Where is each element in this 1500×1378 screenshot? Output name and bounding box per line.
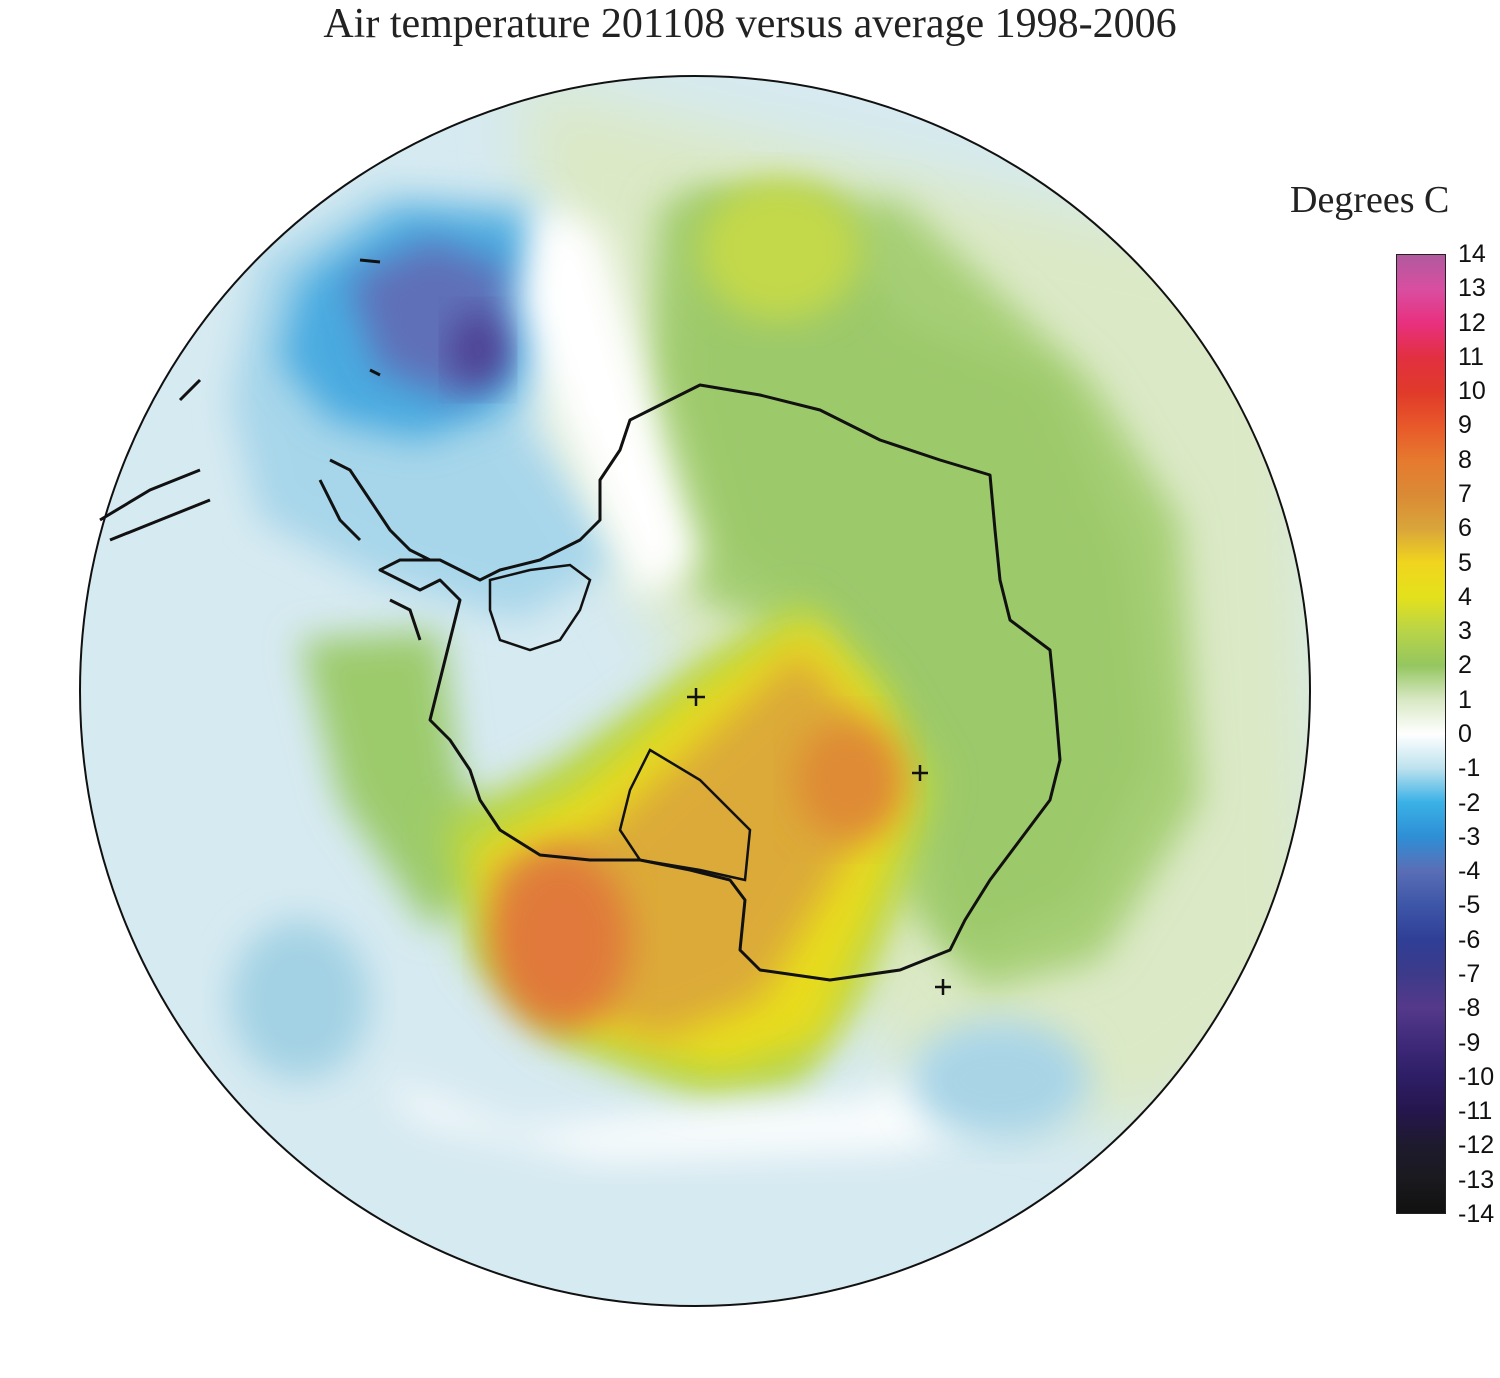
color-scale-tick-label: 12 <box>1458 308 1486 337</box>
color-scale-tick-label: 0 <box>1458 720 1472 748</box>
color-scale-tick-label: -9 <box>1458 1028 1481 1057</box>
color-scale-tick-label: -13 <box>1458 1165 1495 1194</box>
station-markers <box>687 688 951 995</box>
color-scale-tick-label: -2 <box>1458 788 1481 817</box>
legend-title: Degrees C <box>1290 179 1450 221</box>
color-scale-tick-label: 4 <box>1458 582 1472 611</box>
color-scale-tick-label: 8 <box>1458 445 1472 474</box>
color-scale-tick-label: 5 <box>1458 548 1472 577</box>
peninsula-coastline <box>99 258 431 641</box>
color-scale-tick-label: 1 <box>1458 685 1472 714</box>
color-scale-tick-label: -12 <box>1458 1131 1495 1160</box>
color-scale-tick-label: 10 <box>1458 377 1486 406</box>
weddell-shelf-line <box>488 563 592 652</box>
color-scale-tick-label: -1 <box>1458 754 1481 783</box>
color-scale-tick-label: 13 <box>1458 274 1486 303</box>
map-title: Air temperature 201108 versus average 19… <box>323 1 1177 47</box>
color-scale-tick-label: -5 <box>1458 891 1481 920</box>
color-scale-tick-label: -6 <box>1458 925 1481 954</box>
color-scale-tick-label: 7 <box>1458 480 1472 508</box>
color-scale-tick-label: -3 <box>1458 822 1481 851</box>
map-boundary-circle <box>79 75 1311 1307</box>
color-scale-tick-label: 2 <box>1458 651 1472 680</box>
color-scale-tick-label: -7 <box>1458 960 1481 988</box>
color-scale-bar <box>1396 254 1446 1214</box>
color-scale-tick-label: -14 <box>1458 1200 1495 1228</box>
color-scale-tick-label: -8 <box>1458 994 1481 1023</box>
color-scale-tick-label: 6 <box>1458 514 1472 543</box>
color-scale-tick-label: 3 <box>1458 617 1472 646</box>
color-scale-tick-label: -10 <box>1458 1062 1495 1091</box>
ice-shelf-line <box>618 748 752 882</box>
color-scale-tick-label: -11 <box>1458 1097 1493 1126</box>
color-scale-tick-label: -4 <box>1458 857 1481 886</box>
color-scale-tick-label: 11 <box>1458 342 1484 371</box>
color-scale-tick-label: 9 <box>1458 411 1472 440</box>
color-scale-tick-label: 14 <box>1458 240 1486 268</box>
